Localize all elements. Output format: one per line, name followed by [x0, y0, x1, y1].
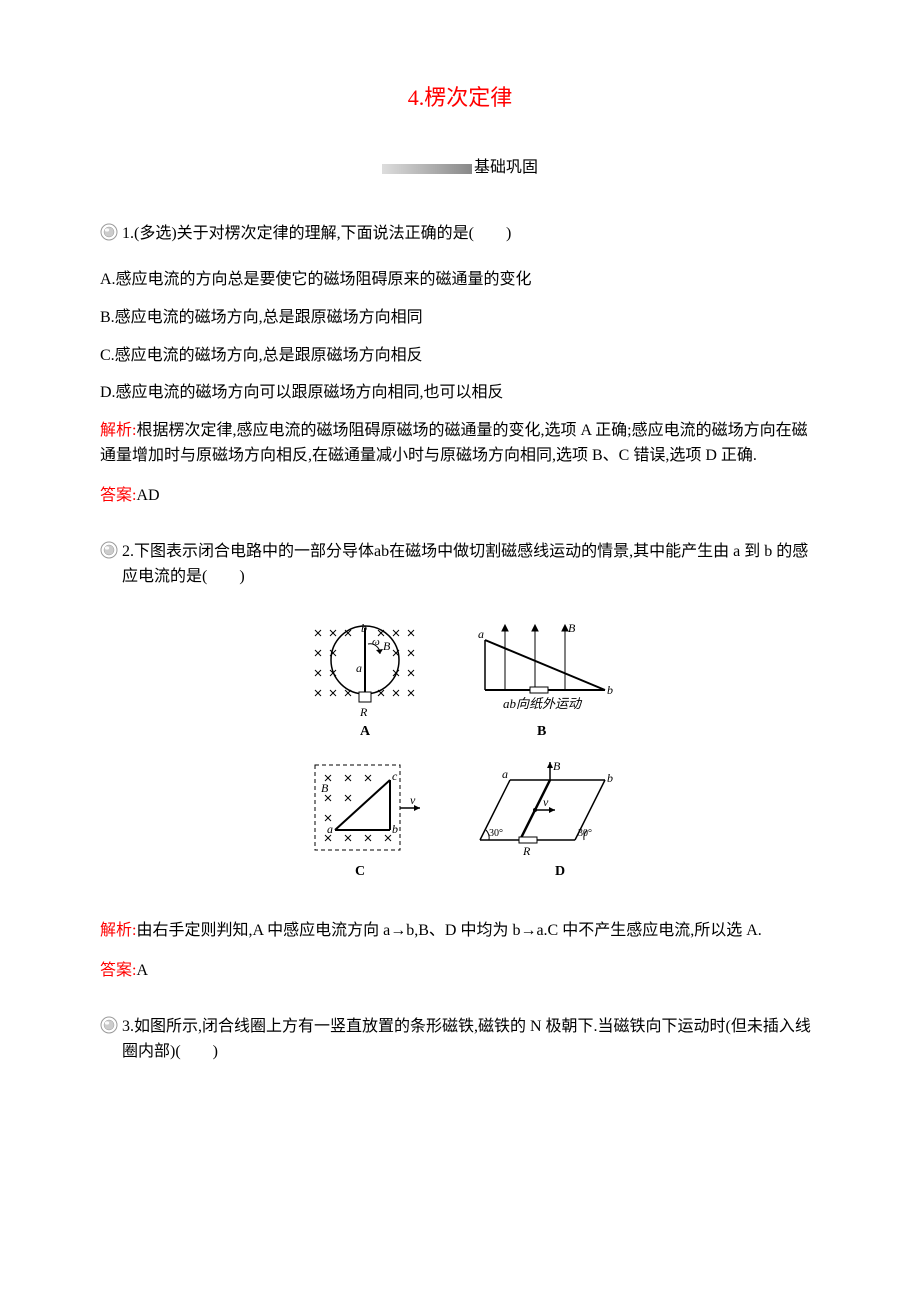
bullet-icon: [100, 541, 118, 568]
fig-d-b-label: b: [607, 771, 613, 785]
fig-label-d: D: [555, 864, 565, 879]
fig-a-b-label: b: [361, 621, 367, 635]
fig-b-a-label: a: [478, 627, 484, 641]
fig-d-R-label: R: [522, 844, 531, 858]
fig-label-b: B: [537, 724, 546, 739]
q2-answer: 答案:A: [100, 958, 820, 984]
q3-stem-text: 3.如图所示,闭合线圈上方有一竖直放置的条形磁铁,磁铁的 N 极朝下.当磁铁向下…: [122, 1018, 811, 1061]
q1-option-b: B.感应电流的磁场方向,总是跟原磁场方向相同: [100, 305, 820, 331]
fig-c-a-label: a: [327, 822, 333, 836]
fig-c-B-label: B: [321, 781, 329, 795]
fig-a-B-label: B: [383, 639, 391, 653]
fig-d-angle2: 30°: [578, 828, 592, 839]
q2-analysis-text: 由右手定则判知,A 中感应电流方向 a→b,B、D 中均为 b→a.C 中不产生…: [136, 922, 761, 939]
analysis-label: 解析:: [100, 922, 136, 939]
q1-stem-text: 1.(多选)关于对楞次定律的理解,下面说法正确的是(: [122, 225, 474, 242]
svg-text:ω: ω: [372, 636, 380, 648]
fig-c-c-label: c: [392, 769, 398, 783]
fig-b-b-label: b: [607, 683, 613, 697]
fig-d-a-label: a: [502, 767, 508, 781]
q2-answer-text: A: [136, 962, 148, 979]
q1-option-a: A.感应电流的方向总是要使它的磁场阻碍原来的磁通量的变化: [100, 267, 820, 293]
q1-answer-text: AD: [136, 487, 159, 504]
q1-stem-end: ): [506, 225, 511, 242]
q1-answer: 答案:AD: [100, 483, 820, 509]
q3-stem-end: ): [213, 1043, 218, 1060]
bullet-icon: [100, 223, 118, 250]
q3-stem: 3.如图所示,闭合线圈上方有一竖直放置的条形磁铁,磁铁的 N 极朝下.当磁铁向下…: [122, 1014, 820, 1065]
subsection-label: 基础巩固: [474, 159, 538, 176]
fig-d-angle1: 30°: [489, 828, 503, 839]
answer-label: 答案:: [100, 962, 136, 979]
q2-analysis: 解析:由右手定则判知,A 中感应电流方向 a→b,B、D 中均为 b→a.C 中…: [100, 918, 820, 944]
fig-d-v-label: v: [543, 795, 549, 809]
q1-analysis-text: 根据楞次定律,感应电流的磁场阻碍原磁场的磁通量的变化,选项 A 正确;感应电流的…: [100, 422, 808, 465]
fig-c-b-label: b: [392, 822, 398, 836]
subsection-bar: [382, 164, 472, 174]
answer-label: 答案:: [100, 487, 136, 504]
fig-b-caption: ab向纸外运动: [503, 696, 583, 711]
fig-d-B-label: B: [553, 759, 561, 773]
fig-a-a-label: a: [356, 661, 362, 675]
question-3: 3.如图所示,闭合线圈上方有一竖直放置的条形磁铁,磁铁的 N 极朝下.当磁铁向下…: [100, 1014, 820, 1065]
q1-option-c: C.感应电流的磁场方向,总是跟原磁场方向相反: [100, 343, 820, 369]
fig-label-c: C: [355, 864, 365, 879]
page-title: 4.楞次定律: [100, 80, 820, 115]
q2-stem: 2.下图表示闭合电路中的一部分导体ab在磁场中做切割磁感线运动的情景,其中能产生…: [122, 539, 820, 590]
question-2: 2.下图表示闭合电路中的一部分导体ab在磁场中做切割磁感线运动的情景,其中能产生…: [100, 539, 820, 984]
fig-c-v-label: v: [410, 793, 416, 807]
q2-figure: b ω B a R A B a: [100, 610, 820, 899]
q2-stem-end: ): [239, 568, 244, 585]
fig-label-a: A: [360, 724, 371, 739]
question-1: 1.(多选)关于对楞次定律的理解,下面说法正确的是() A.感应电流的方向总是要…: [100, 221, 820, 509]
subsection-header: 基础巩固: [100, 155, 820, 181]
q1-option-d: D.感应电流的磁场方向可以跟原磁场方向相同,也可以相反: [100, 380, 820, 406]
fig-b-B-label: B: [568, 621, 576, 635]
q1-stem: 1.(多选)关于对楞次定律的理解,下面说法正确的是(): [122, 221, 820, 247]
bullet-icon: [100, 1016, 118, 1043]
fig-a-R-label: R: [359, 705, 368, 719]
analysis-label: 解析:: [100, 422, 136, 439]
q1-analysis: 解析:根据楞次定律,感应电流的磁场阻碍原磁场的磁通量的变化,选项 A 正确;感应…: [100, 418, 820, 469]
q2-stem-text: 2.下图表示闭合电路中的一部分导体ab在磁场中做切割磁感线运动的情景,其中能产生…: [122, 543, 808, 586]
